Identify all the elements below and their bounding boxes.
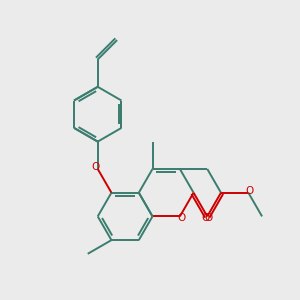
Text: O: O bbox=[201, 213, 209, 223]
Text: O: O bbox=[91, 162, 99, 172]
Text: O: O bbox=[246, 186, 254, 196]
Text: O: O bbox=[205, 213, 213, 223]
Text: O: O bbox=[177, 213, 185, 223]
